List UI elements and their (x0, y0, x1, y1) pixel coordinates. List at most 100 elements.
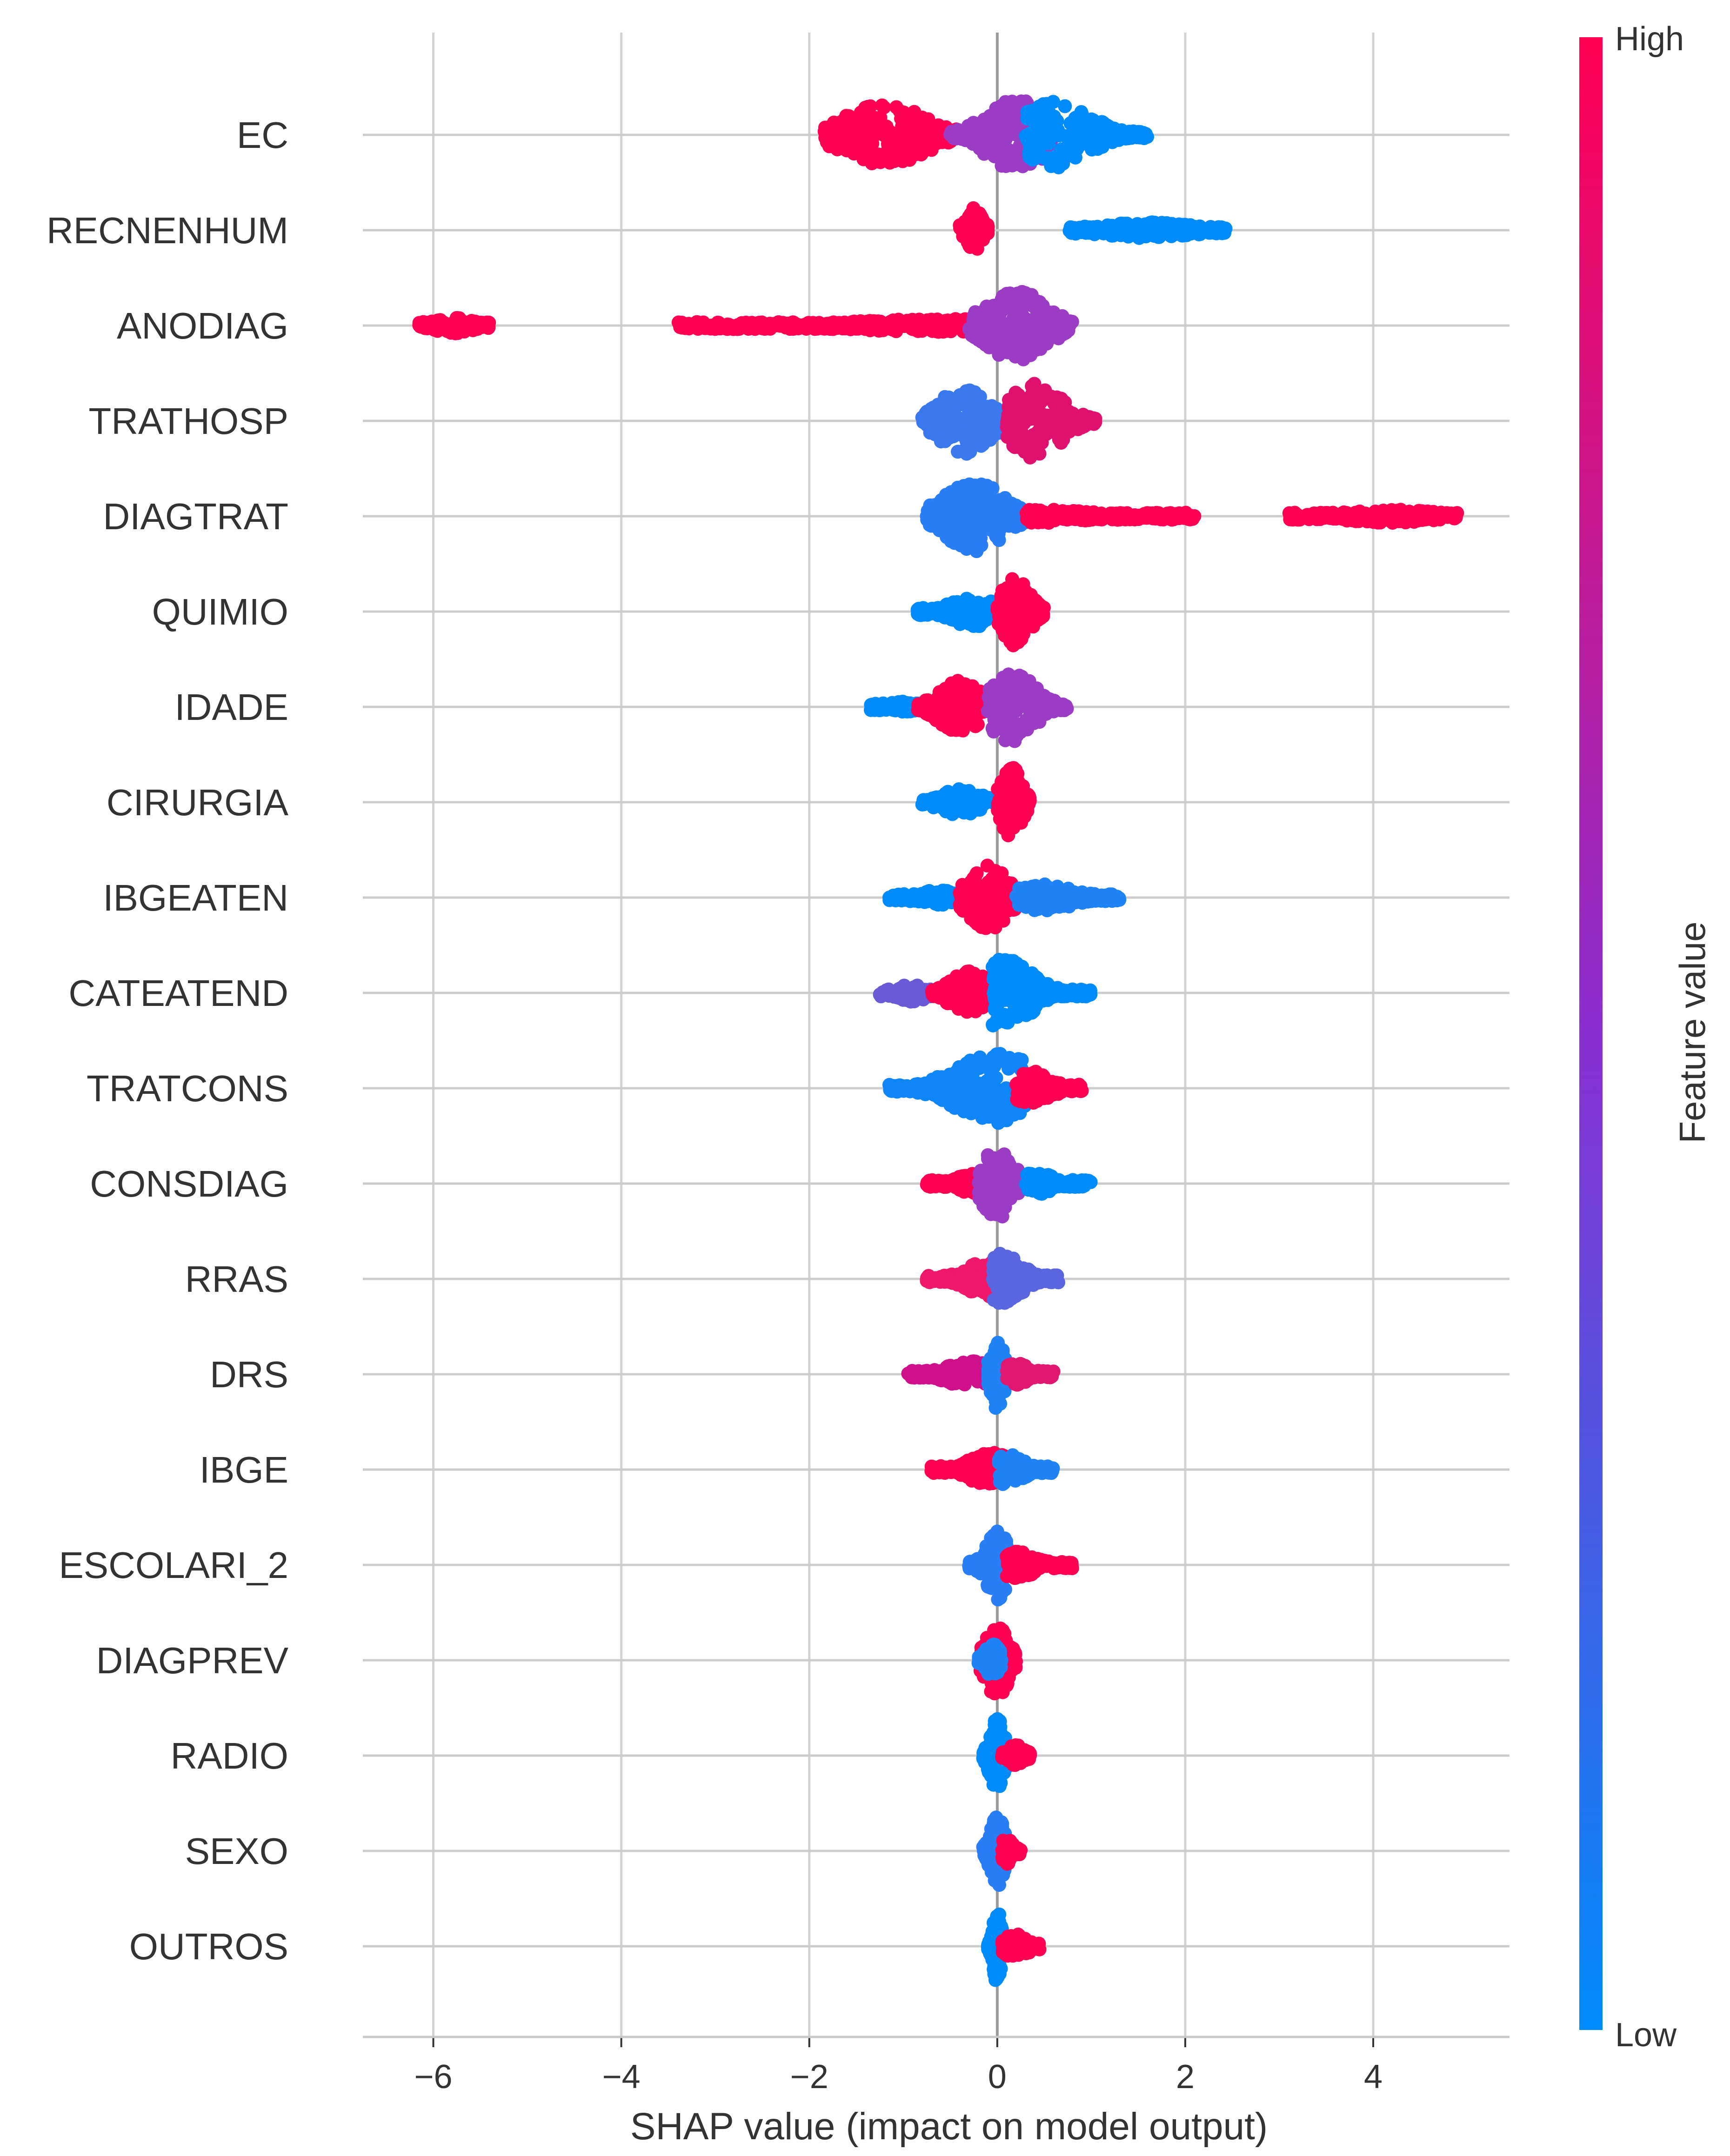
shap-point (1007, 1107, 1021, 1122)
shap-point (1014, 94, 1029, 109)
shap-band (880, 988, 932, 998)
shap-point (1020, 393, 1034, 408)
shap-point (944, 996, 959, 1011)
shap-point (998, 953, 1012, 967)
shap-point (848, 140, 862, 155)
feature-label: ESCOLARI_2 (59, 1544, 288, 1586)
shap-point (990, 142, 1004, 156)
shap-point (962, 494, 977, 509)
shap-point (991, 617, 1006, 631)
shap-point (931, 398, 945, 412)
shap-point (997, 342, 1011, 357)
shap-point (983, 490, 998, 505)
feature-label: DIAGTRAT (103, 496, 288, 537)
shap-band (1068, 226, 1228, 235)
feature-label: DIAGPREV (96, 1640, 289, 1681)
shap-point (1002, 1061, 1016, 1076)
shap-point (975, 615, 990, 629)
shap-point (1002, 399, 1016, 413)
shap-point (1055, 146, 1069, 160)
shap-point (1026, 329, 1040, 343)
shap-point (1042, 105, 1056, 120)
shap-point (959, 445, 973, 459)
shap-point (942, 431, 956, 445)
shap-point (990, 1113, 1004, 1127)
shap-band (997, 798, 1030, 807)
shap-point (958, 966, 973, 980)
shap-band (823, 130, 960, 140)
shap-point (986, 120, 1000, 133)
shap-point (984, 1058, 998, 1072)
shap-point (1025, 379, 1039, 393)
shap-point (998, 733, 1013, 747)
shap-band (922, 798, 993, 807)
shap-point (854, 106, 868, 120)
shap-point (951, 674, 965, 688)
shap-point (928, 711, 942, 725)
shap-point (968, 1054, 982, 1068)
feature-label: OUTROS (129, 1926, 288, 1967)
shap-point (835, 140, 850, 153)
shap-point (1052, 432, 1066, 446)
feature-label: ANODIAG (117, 305, 288, 346)
shap-point (1025, 153, 1040, 166)
shap-point (1074, 105, 1089, 119)
feature-label: RECNENHUM (47, 210, 288, 251)
shap-band (1025, 512, 1195, 521)
shap-point (1040, 880, 1055, 894)
shap-point (968, 719, 982, 733)
feature-label: SEXO (185, 1830, 288, 1872)
shap-point (1003, 594, 1017, 608)
shap-point (897, 139, 912, 153)
shap-point (960, 1005, 974, 1019)
shap-point (973, 908, 987, 923)
shap-band (677, 321, 979, 330)
feature-rows: ECRECNENHUMANODIAGTRATHOSPDIAGTRATQUIMIO… (47, 114, 1510, 1967)
shap-point (839, 109, 854, 123)
shap-point (1058, 99, 1072, 113)
feature-label: IDADE (175, 686, 289, 728)
shap-point (1044, 900, 1058, 915)
shap-point (1038, 151, 1052, 166)
shap-band (1016, 893, 1120, 902)
shap-point (877, 100, 891, 114)
shap-point (985, 721, 1000, 736)
shap-band (931, 988, 993, 998)
shap-point (952, 1060, 966, 1074)
shap-band (969, 321, 1073, 330)
shap-band (927, 512, 1026, 521)
feature-label: CONSDIAG (90, 1163, 288, 1204)
shap-point (963, 240, 977, 254)
shap-point (986, 1018, 1000, 1032)
shap-point (1070, 142, 1084, 156)
shap-point (906, 108, 921, 122)
shap-point (1016, 352, 1030, 366)
feature-label: IBGEATEN (103, 877, 288, 918)
shap-point (989, 688, 1003, 702)
shap-band (1007, 416, 1096, 426)
feature-label: IBGE (200, 1449, 288, 1491)
shap-point (917, 113, 931, 127)
shap-band (988, 702, 1068, 712)
feature-label: RADIO (171, 1735, 288, 1777)
shap-point (991, 782, 1005, 796)
shap-band (997, 607, 1044, 616)
shap-point (952, 783, 967, 798)
shap-point (1058, 395, 1072, 410)
feature-label: TRATHOSP (88, 400, 288, 442)
shap-point (980, 328, 994, 342)
feature-label: CATEATEND (68, 972, 288, 1014)
shap-point (1073, 117, 1088, 132)
shap-point (865, 136, 880, 151)
feature-label: QUIMIO (152, 591, 288, 632)
feature-label: RRAS (185, 1258, 288, 1300)
shap-point (1034, 430, 1048, 444)
shap-point (989, 904, 1003, 918)
shap-point (979, 400, 994, 414)
shap-point (889, 100, 903, 114)
shap-point (911, 146, 926, 160)
shap-band (1025, 130, 1148, 140)
shap-point (1014, 725, 1028, 739)
shap-point (987, 969, 1002, 983)
shap-band (419, 321, 490, 330)
